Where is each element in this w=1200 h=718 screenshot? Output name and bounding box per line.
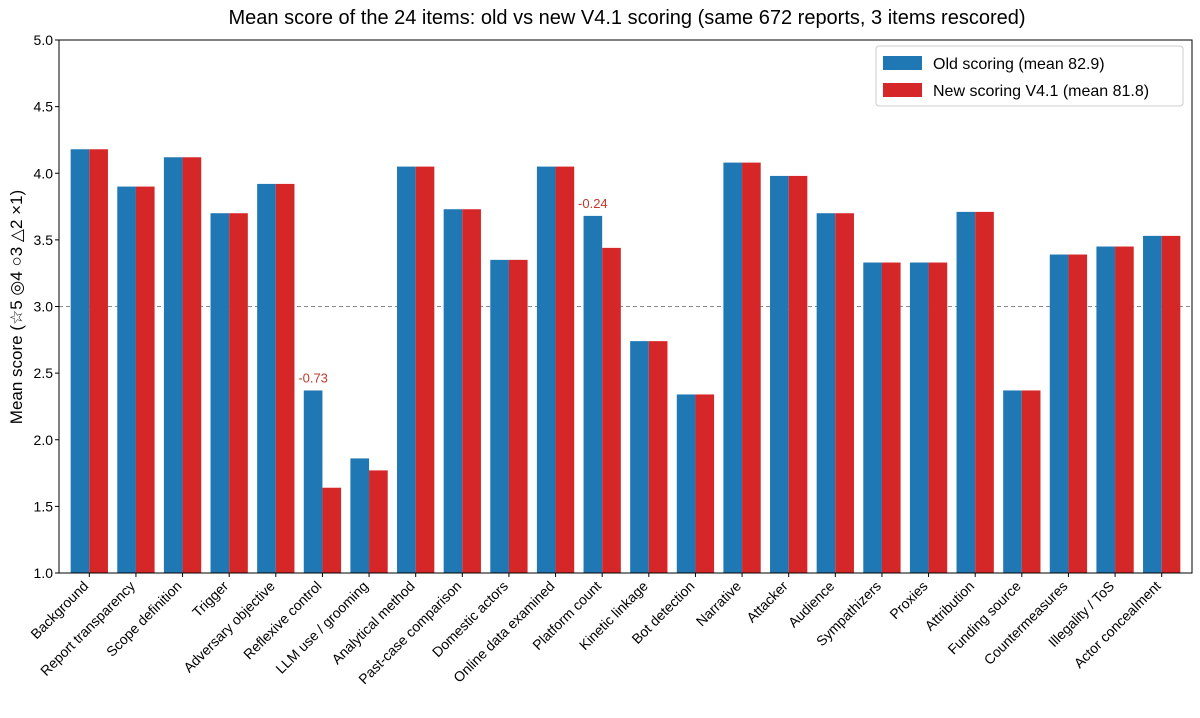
legend-label: Old scoring (mean 82.9) [933,56,1105,73]
bar-old [816,213,836,573]
bar-new [322,487,342,573]
bar-new [555,166,575,573]
bar-new [135,186,155,573]
bar-new [182,157,202,573]
bar-new [415,166,435,573]
legend-label: New scoring V4.1 (mean 81.8) [933,83,1149,100]
y-tick-label: 3.0 [34,299,54,315]
bar-new [881,262,901,573]
bar-old [303,390,323,573]
legend: Old scoring (mean 82.9) New scoring V4.1 … [875,45,1184,107]
x-tick-label: Countermeasures [981,578,1071,668]
bar-old [350,458,370,573]
bar-new [1161,235,1181,573]
bar-old [1049,254,1069,573]
bar-old [490,259,509,573]
bar-new [788,175,808,574]
y-tick-label: 2.0 [34,432,54,448]
delta-annotation: -0.24 [578,196,608,211]
x-tick-label: Analytical method [328,578,417,667]
legend-swatch [883,83,922,97]
x-tick-label: Actor concealment [1071,578,1164,671]
bar-new [648,341,668,573]
bar-old [443,209,463,574]
bar-new [975,211,994,573]
bar-new [835,213,854,573]
bar-new [462,209,481,574]
bar-new [89,149,108,573]
bar-old [210,213,230,573]
bar-old [70,149,90,573]
chart-title: Mean score of the 24 items: old vs new V… [228,7,1025,29]
bar-old [770,175,789,574]
bar-new [742,162,761,573]
x-tick-label: Attacker [743,578,791,626]
bar-old [956,211,976,573]
bar-old [676,394,696,573]
bar-old [630,341,649,573]
bar-new [229,213,248,573]
bar-new [508,259,528,573]
bar-new [1068,254,1088,573]
bar-old [863,262,882,573]
bar-new [928,262,948,573]
y-tick-label: 4.5 [34,99,54,115]
legend-box [875,45,1184,107]
bar-new [695,394,715,573]
y-axis-label: Mean score (☆5 ◎4 ○3 △2 ×1) [7,190,26,424]
bar-new [1115,246,1134,574]
bar-old [257,183,276,573]
bar-old [909,262,929,573]
bar-old [1003,390,1022,573]
bar-old [723,162,743,573]
legend-swatch [883,56,922,70]
y-tick-label: 5.0 [34,32,54,48]
y-tick-label: 1.5 [34,498,54,514]
y-tick-label: 1.0 [34,565,54,581]
x-tick-label: Proxies [886,578,930,622]
bar-old [117,186,136,573]
plot-area: -0.73 -0.24 [59,149,1192,574]
y-tick-label: 2.5 [34,365,54,381]
bar-new [275,183,295,573]
bar-new [369,470,388,573]
y-tick-label: 3.5 [34,232,54,248]
delta-annotation: -0.73 [298,370,328,385]
y-tick-label: 4.0 [34,165,54,181]
bar-old [536,166,556,573]
bar-new [602,247,621,573]
x-tick-label: Narrative [693,578,745,630]
bar-old [1096,246,1116,574]
bar-old [1143,235,1162,573]
bar-new [1021,390,1041,573]
bar-old [583,215,603,573]
bar-old [163,157,183,573]
x-tick-label: Trigger [189,578,232,621]
bar-old [397,166,416,573]
